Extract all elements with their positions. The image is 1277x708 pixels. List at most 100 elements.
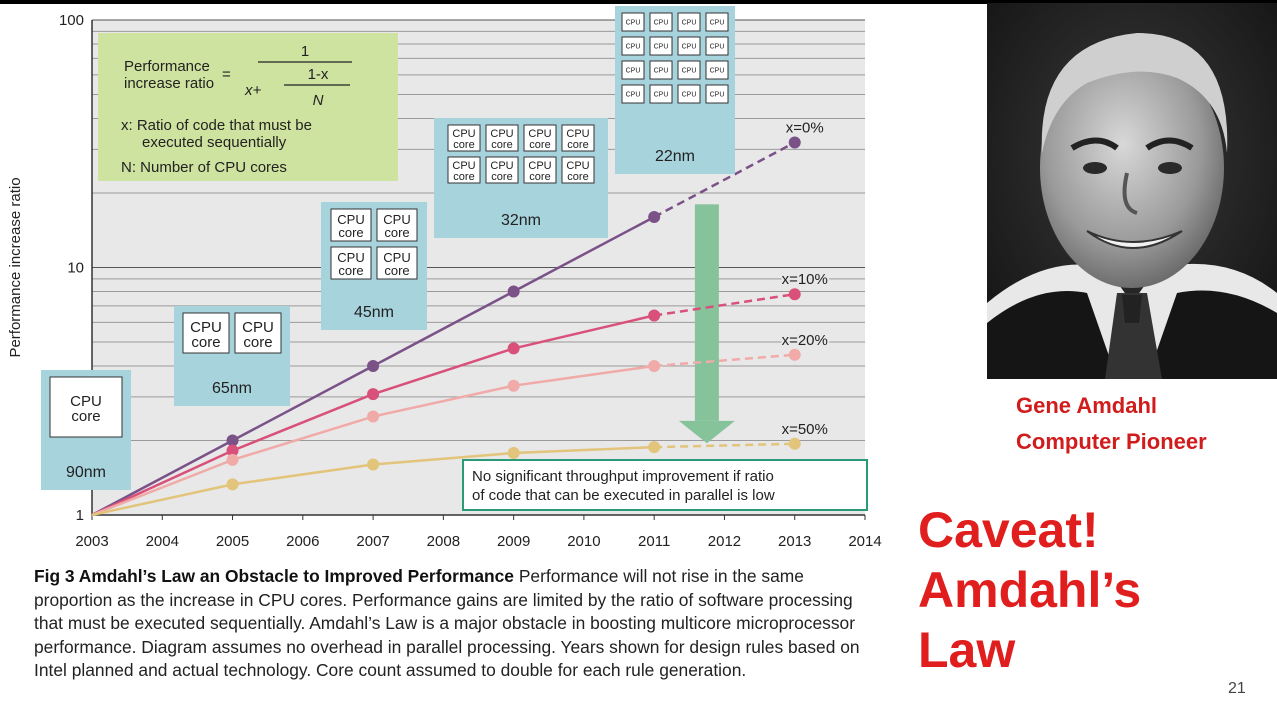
series-2: x=10%	[91, 269, 830, 517]
formula-background	[98, 33, 398, 181]
cpu-core-label: CPU	[528, 160, 551, 172]
cpu-core-box	[330, 246, 372, 280]
cpu-core-box	[677, 84, 701, 104]
annotation-border	[462, 459, 868, 511]
data-point	[367, 458, 380, 471]
series-1: x=0%	[91, 117, 826, 517]
cpu-core-label: core	[529, 171, 550, 183]
tech-node-32nm: CPUcoreCPUcoreCPUcoreCPUcoreCPUcoreCPUco…	[434, 118, 608, 238]
formula-inner-numerator: 1-x	[308, 66, 329, 83]
cpu-core-label: CPU	[626, 19, 641, 26]
cpu-core-label: core	[338, 225, 363, 240]
series-4: x=50%	[91, 419, 830, 517]
x-tick-label: 2010	[567, 533, 600, 550]
cpu-core-label: core	[384, 225, 409, 240]
cpu-core-label: CPU	[70, 393, 102, 410]
x-tick-label: 2005	[216, 533, 249, 550]
cpu-core-box	[49, 376, 123, 438]
cpu-core-box	[485, 124, 519, 152]
series-line-segment	[372, 451, 514, 466]
y-tick-label: 1	[76, 507, 84, 524]
data-point	[648, 441, 661, 454]
person-name: Gene Amdahl	[1016, 393, 1157, 418]
cpu-core-label: CPU	[490, 128, 513, 140]
series-line-segment	[654, 353, 795, 368]
y-tick-label: 100	[59, 12, 84, 29]
data-point	[367, 359, 380, 372]
amdahl-chart: 1 10 100 2003 2004 2005 2006 2007 2008 2009 2010 20…	[7, 6, 882, 550]
x-tick-label: 2008	[427, 533, 460, 550]
formula-equals: =	[222, 66, 231, 83]
formula-lhs-line: increase ratio	[124, 75, 214, 92]
data-point	[226, 444, 239, 457]
data-point	[226, 453, 239, 466]
x-tick-label: 2007	[356, 533, 389, 550]
data-point	[226, 478, 239, 491]
cpu-core-label: CPU	[710, 67, 725, 74]
data-point	[788, 136, 801, 149]
cpu-core-box	[447, 156, 481, 184]
cpu-core-box	[485, 156, 519, 184]
caption-title: Fig 3 Amdahl’s Law an Obstacle to Improv…	[34, 566, 514, 586]
series-line-segment	[91, 458, 234, 517]
x-tick-label: 2006	[286, 533, 319, 550]
cpu-core-box	[561, 156, 595, 184]
series-line-segment	[513, 445, 655, 455]
cpu-core-box	[523, 124, 557, 152]
data-point	[507, 447, 520, 460]
cpu-core-box	[649, 60, 673, 80]
caption-body: Performance will not rise in the same pr…	[34, 566, 860, 681]
cpu-core-box	[330, 208, 372, 242]
cpu-core-label: core	[191, 334, 220, 351]
y-tick-label: 10	[67, 260, 84, 277]
cpu-core-box	[677, 12, 701, 32]
formula-definition-x: executed sequentially	[142, 134, 287, 151]
formula-inner-denominator: N	[313, 92, 324, 109]
cpu-core-label: CPU	[626, 67, 641, 74]
cpu-core-label: CPU	[682, 19, 697, 26]
x-tick-label: 2012	[708, 533, 741, 550]
data-point	[788, 348, 801, 361]
cpu-core-label: CPU	[654, 91, 669, 98]
cpu-core-label: CPU	[654, 19, 669, 26]
cpu-core-label: CPU	[383, 212, 410, 227]
cpu-core-box	[705, 84, 729, 104]
arrow-head	[678, 420, 735, 444]
headline-line-2: Amdahl’s	[918, 562, 1142, 618]
cpu-core-label: CPU	[452, 160, 475, 172]
formula-lhs-line: Performance	[124, 58, 210, 75]
data-point	[367, 410, 380, 423]
cpu-core-box	[649, 84, 673, 104]
data-point	[367, 388, 380, 401]
cpu-core-label: core	[567, 139, 588, 151]
series-line-segment	[232, 415, 374, 462]
data-point	[648, 210, 661, 223]
cpu-core-box	[677, 36, 701, 56]
cpu-core-label: CPU	[654, 67, 669, 74]
cpu-core-label: core	[567, 171, 588, 183]
tech-node-label: 90nm	[66, 464, 106, 481]
data-point	[507, 379, 520, 392]
formula-definition-x: x: Ratio of code that must be	[121, 117, 312, 134]
annotation-line: No significant throughput improvement if…	[472, 468, 774, 485]
tech-node-label: 65nm	[212, 380, 252, 397]
cpu-core-label: core	[529, 139, 550, 151]
cpu-core-label: CPU	[452, 128, 475, 140]
formula-x-plus: x+	[244, 82, 262, 99]
data-point	[226, 434, 239, 447]
cpu-core-label: CPU	[383, 250, 410, 265]
series-line-segment	[653, 292, 795, 317]
series-line-segment	[654, 442, 795, 449]
series-line-segment	[232, 463, 374, 486]
cpu-core-label: CPU	[710, 91, 725, 98]
cpu-core-box	[182, 312, 230, 354]
cpu-core-label: core	[453, 171, 474, 183]
cpu-core-label: core	[491, 171, 512, 183]
cpu-core-box	[621, 36, 645, 56]
series-line-segment	[513, 364, 655, 387]
portrait-illustration	[987, 3, 1277, 379]
cpu-core-box	[376, 246, 418, 280]
series-line-segment	[513, 314, 655, 350]
series-line-segment	[653, 141, 796, 219]
